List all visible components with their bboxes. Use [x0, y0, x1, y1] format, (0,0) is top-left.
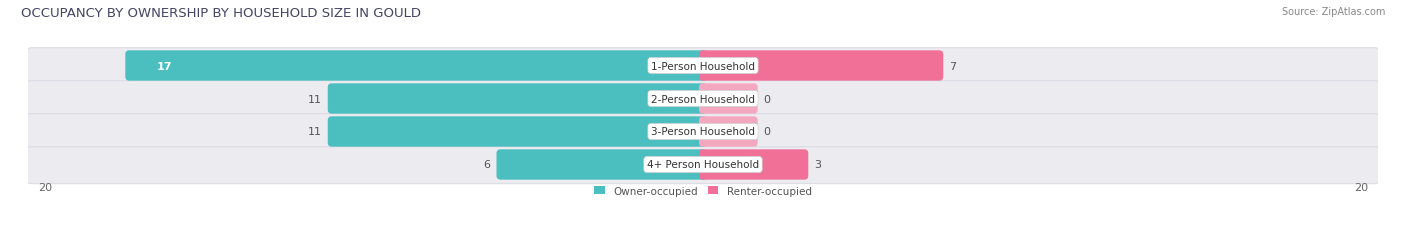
- Text: 0: 0: [763, 94, 770, 104]
- FancyBboxPatch shape: [699, 150, 808, 180]
- FancyBboxPatch shape: [27, 114, 1379, 151]
- Text: 0: 0: [763, 127, 770, 137]
- FancyBboxPatch shape: [27, 49, 1379, 85]
- Text: 20: 20: [38, 182, 52, 192]
- FancyBboxPatch shape: [496, 150, 707, 180]
- Text: 3: 3: [814, 160, 821, 170]
- FancyBboxPatch shape: [328, 117, 707, 147]
- Text: OCCUPANCY BY OWNERSHIP BY HOUSEHOLD SIZE IN GOULD: OCCUPANCY BY OWNERSHIP BY HOUSEHOLD SIZE…: [21, 7, 420, 20]
- Text: 2-Person Household: 2-Person Household: [651, 94, 755, 104]
- Text: 17: 17: [156, 61, 172, 71]
- Text: 7: 7: [949, 61, 956, 71]
- FancyBboxPatch shape: [125, 51, 707, 81]
- FancyBboxPatch shape: [27, 81, 1379, 118]
- Text: Source: ZipAtlas.com: Source: ZipAtlas.com: [1281, 7, 1385, 17]
- FancyBboxPatch shape: [699, 117, 758, 147]
- FancyBboxPatch shape: [27, 147, 1379, 184]
- Text: 6: 6: [484, 160, 491, 170]
- Text: 20: 20: [1354, 182, 1368, 192]
- Text: 3-Person Household: 3-Person Household: [651, 127, 755, 137]
- Legend: Owner-occupied, Renter-occupied: Owner-occupied, Renter-occupied: [595, 186, 811, 196]
- FancyBboxPatch shape: [699, 51, 943, 81]
- FancyBboxPatch shape: [328, 84, 707, 114]
- FancyBboxPatch shape: [699, 84, 758, 114]
- Text: 4+ Person Household: 4+ Person Household: [647, 160, 759, 170]
- Text: 11: 11: [308, 94, 322, 104]
- Text: 11: 11: [308, 127, 322, 137]
- Text: 1-Person Household: 1-Person Household: [651, 61, 755, 71]
